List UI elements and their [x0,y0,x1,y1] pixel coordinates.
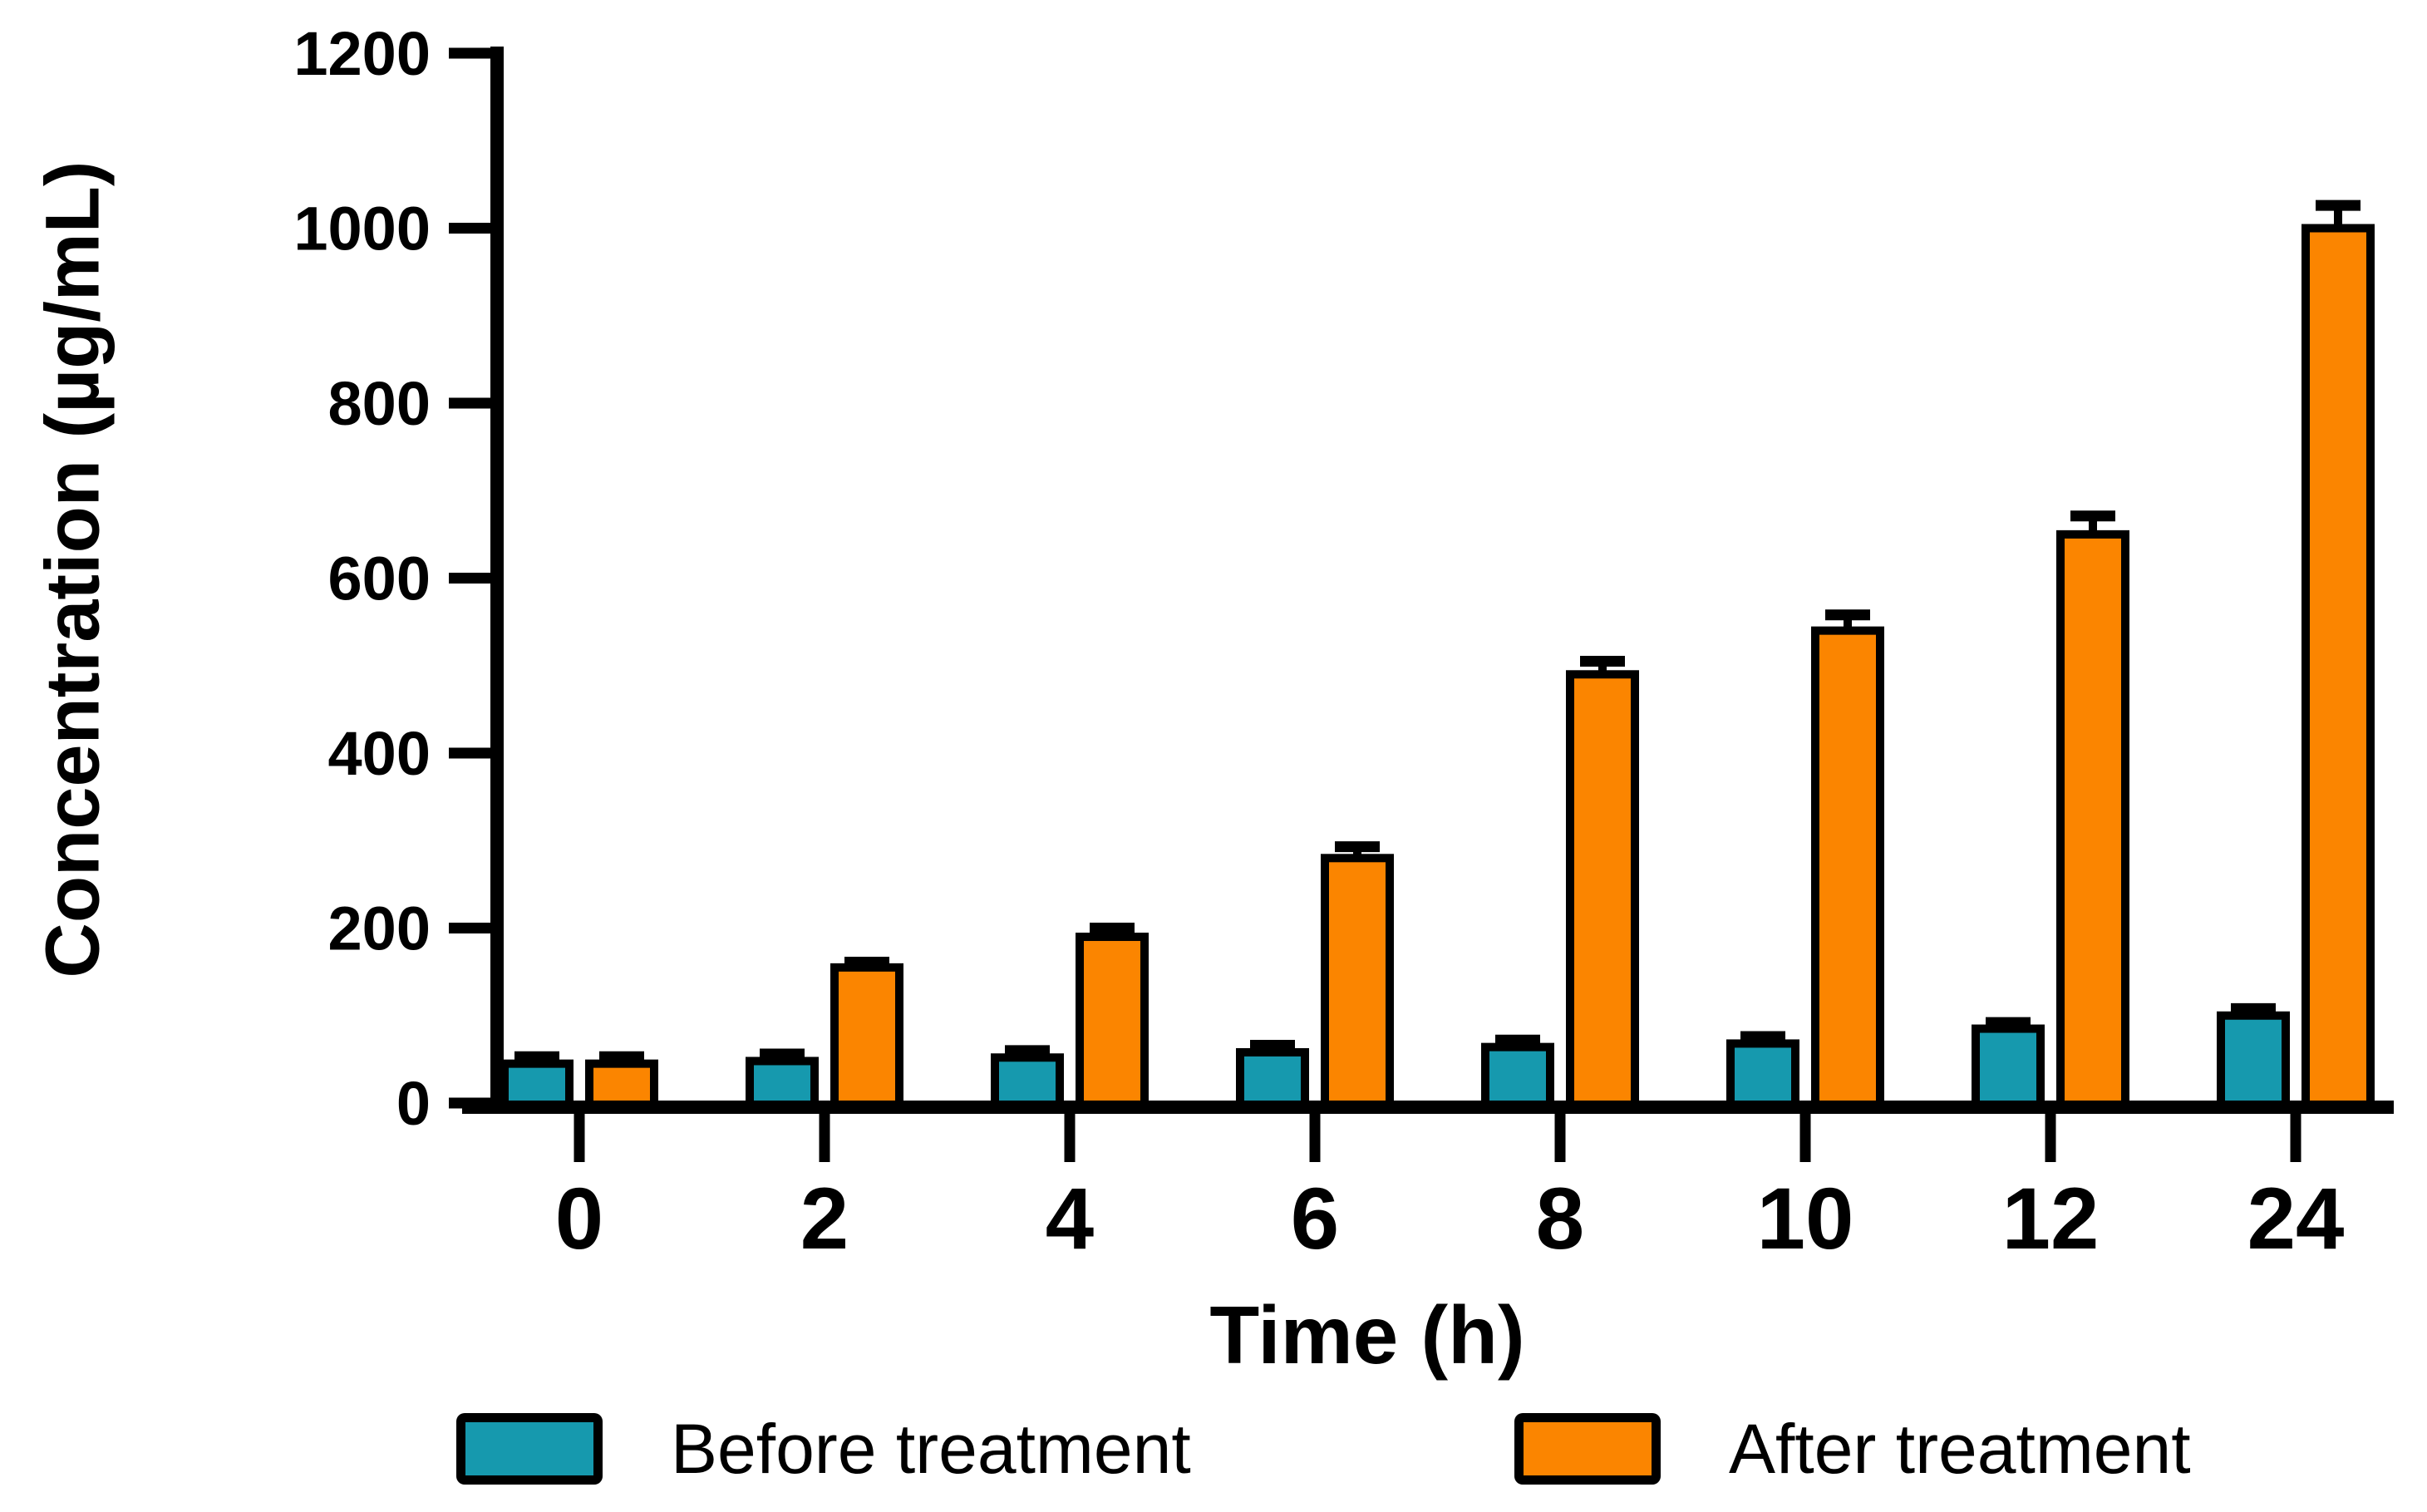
x-tick-label: 24 [2247,1170,2345,1268]
bar-after-treatment-8h [1566,670,1639,1111]
y-tick-label: 400 [328,719,431,788]
bar-before-treatment-24h [2217,1011,2290,1111]
x-tick-label: 8 [1536,1170,1584,1268]
x-axis-title: Time (h) [1209,1289,1525,1381]
y-tick-label: 0 [396,1069,431,1138]
y-tick-label: 600 [328,544,431,613]
legend-swatch-after-treatment [1514,1413,1661,1485]
y-tick-label: 200 [328,894,431,963]
legend-label-after-treatment: After treatment [1729,1410,2191,1488]
legend-item-after-treatment: After treatment [1514,1411,2191,1486]
x-tick-label: 0 [555,1170,603,1268]
x-tick-label: 2 [800,1170,849,1268]
y-tick-label: 1200 [293,19,431,88]
legend-item-before-treatment: Before treatment [456,1411,1191,1486]
bar-after-treatment-24h [2301,224,2375,1111]
x-tick-label: 10 [1757,1170,1854,1268]
legend-swatch-before-treatment [456,1413,603,1485]
y-axis-title: Concentration (µg/mL) [30,160,116,978]
x-tick-label: 12 [2002,1170,2100,1268]
bar-before-treatment-10h [1726,1039,1799,1112]
bar-after-treatment-12h [2056,529,2129,1111]
bar-after-treatment-4h [1076,933,1149,1112]
x-tick-label: 4 [1046,1170,1094,1268]
bar-before-treatment-6h [1236,1047,1309,1111]
bar-after-treatment-2h [830,963,903,1112]
y-tick-label: 1000 [293,195,431,263]
bar-after-treatment-6h [1321,854,1394,1112]
bar-before-treatment-8h [1481,1042,1554,1112]
bar-before-treatment-12h [1972,1024,2045,1111]
bar-before-treatment-4h [991,1053,1064,1112]
x-tick-label: 6 [1291,1170,1339,1268]
bar-after-treatment-10h [1811,626,1884,1111]
legend-label-before-treatment: Before treatment [671,1410,1191,1488]
bar-before-treatment-2h [746,1056,819,1111]
y-tick-label: 800 [328,369,431,438]
